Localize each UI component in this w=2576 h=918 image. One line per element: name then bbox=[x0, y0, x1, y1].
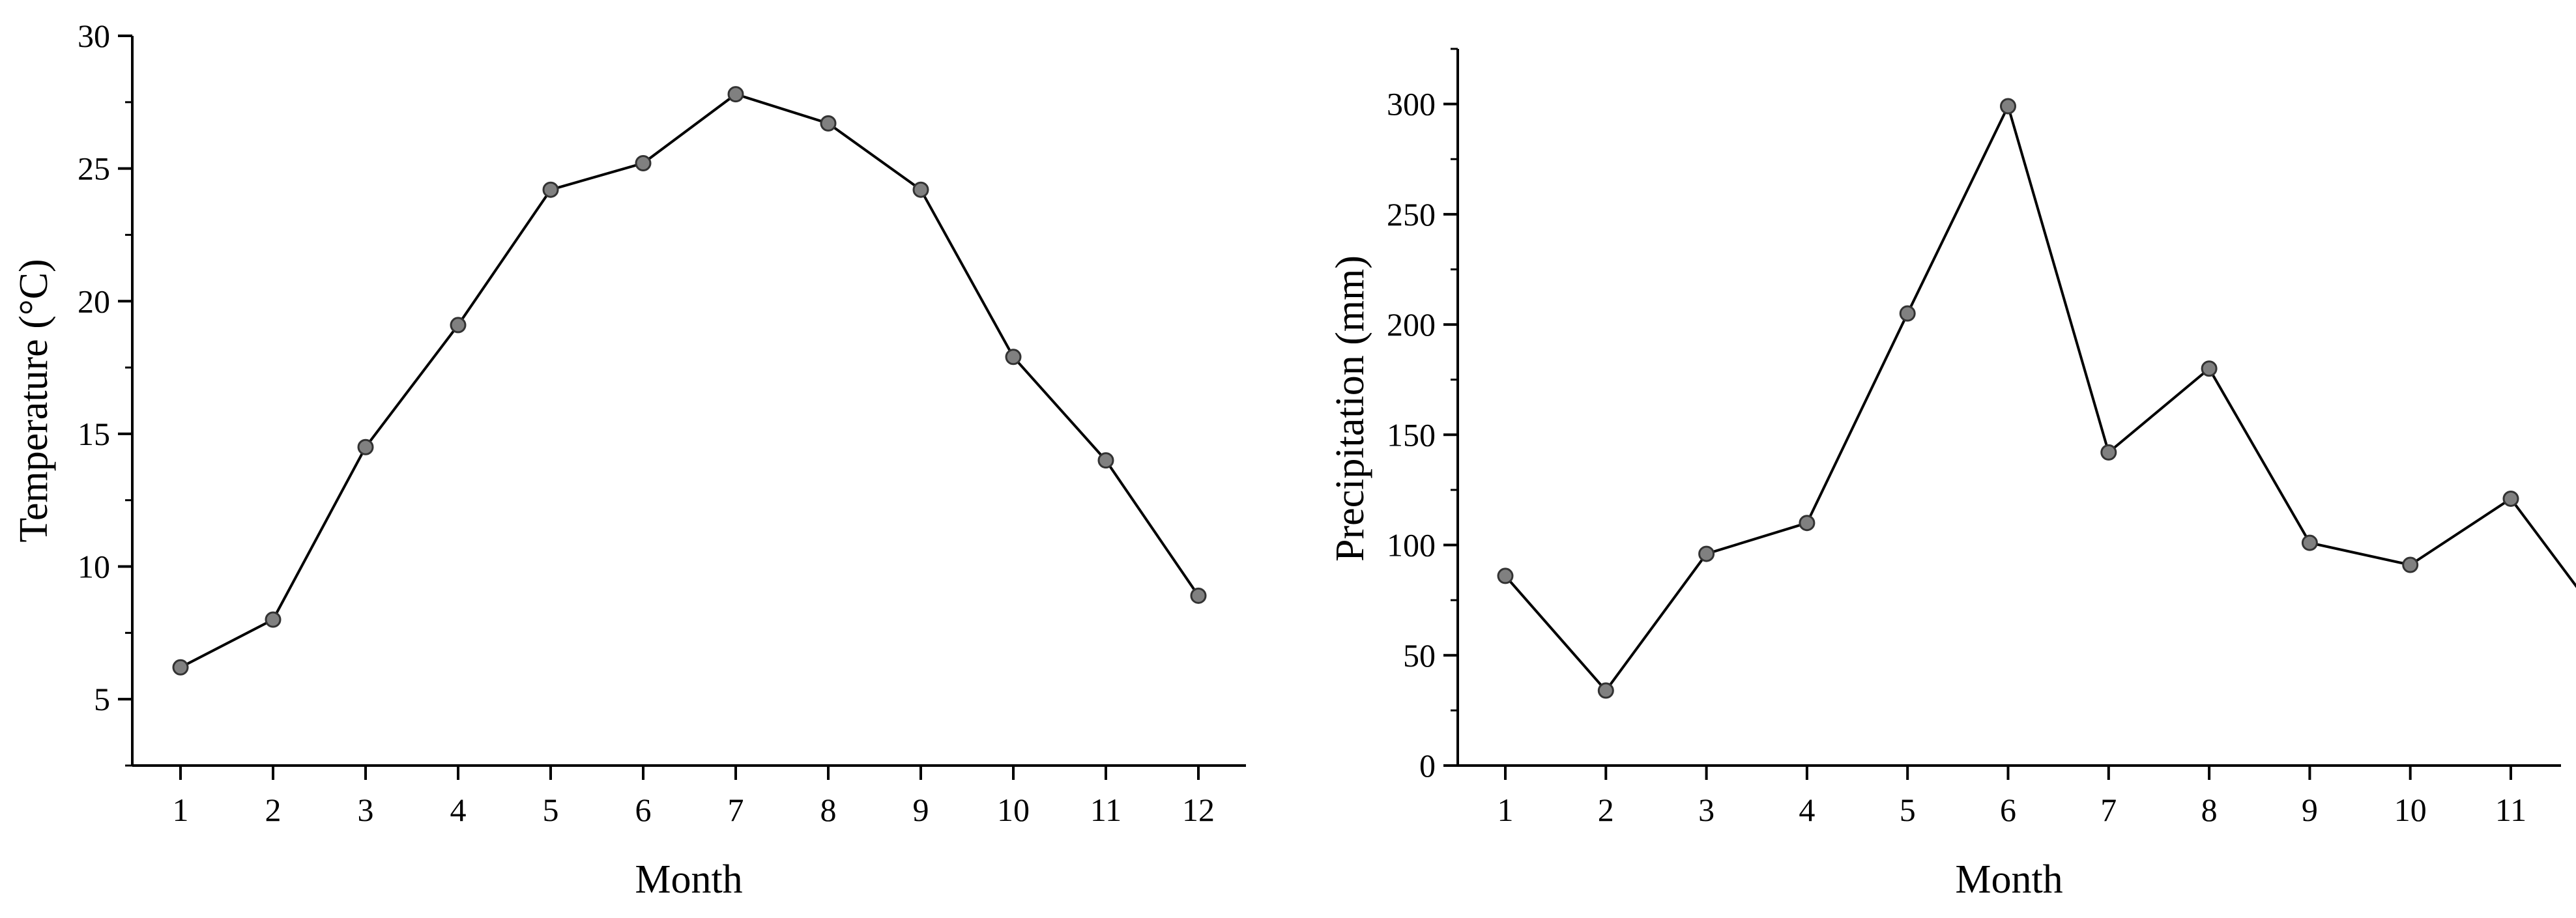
x-tick-label: 2 bbox=[265, 792, 282, 828]
precipitation-y-ticks: 0 50 100 150 200 250 300 bbox=[1387, 48, 1458, 784]
data-point bbox=[2201, 360, 2218, 377]
x-tick-label: 1 bbox=[173, 792, 189, 828]
series-line bbox=[180, 93, 1200, 669]
y-tick-label: 100 bbox=[1387, 527, 1436, 564]
y-tick-label: 10 bbox=[78, 549, 110, 585]
data-point bbox=[1190, 587, 1207, 604]
data-point bbox=[1097, 452, 1114, 469]
x-tick-label: 4 bbox=[450, 792, 467, 828]
y-tick-label: 200 bbox=[1387, 306, 1436, 343]
x-tick-label: 9 bbox=[2302, 792, 2318, 828]
x-tick-label: 9 bbox=[913, 792, 929, 828]
data-point bbox=[2000, 98, 2016, 115]
x-tick-label: 8 bbox=[2201, 792, 2218, 828]
x-tick-label: 10 bbox=[997, 792, 1030, 828]
data-point bbox=[2502, 490, 2519, 507]
data-point bbox=[820, 115, 837, 132]
x-tick-label: 7 bbox=[728, 792, 744, 828]
data-point bbox=[912, 181, 929, 198]
y-tick-label: 150 bbox=[1387, 416, 1436, 453]
data-point bbox=[357, 438, 374, 455]
x-tick-label: 5 bbox=[1900, 792, 1916, 828]
x-tick-label: 1 bbox=[1498, 792, 1514, 828]
x-tick-label: 5 bbox=[543, 792, 559, 828]
precipitation-series bbox=[1497, 98, 2576, 699]
x-tick-label: 3 bbox=[1698, 792, 1715, 828]
y-tick-label: 300 bbox=[1387, 86, 1436, 122]
series-line bbox=[1504, 105, 2576, 692]
y-tick-label: 20 bbox=[78, 283, 110, 319]
x-tick-label: 2 bbox=[1598, 792, 1614, 828]
y-tick-label: 50 bbox=[1403, 637, 1436, 674]
data-point bbox=[2100, 444, 2117, 461]
x-tick-label: 11 bbox=[2495, 792, 2526, 828]
data-point bbox=[2301, 534, 2318, 551]
data-point bbox=[635, 154, 652, 171]
temperature-x-ticks: 1 2 3 4 5 6 7 8 9 10 11 12 bbox=[173, 766, 1215, 828]
temperature-axes bbox=[131, 36, 1246, 767]
x-tick-label: 6 bbox=[2000, 792, 2016, 828]
data-point bbox=[542, 181, 559, 198]
data-point bbox=[727, 86, 744, 103]
data-point bbox=[1005, 349, 1022, 366]
data-point bbox=[2402, 556, 2419, 573]
x-tick-label: 12 bbox=[1182, 792, 1215, 828]
data-point bbox=[1597, 682, 1614, 699]
x-axis-title: Month bbox=[1955, 857, 2062, 902]
precipitation-axes bbox=[1456, 49, 2561, 767]
y-tick-label: 0 bbox=[1419, 747, 1436, 784]
y-tick-label: 25 bbox=[78, 151, 110, 187]
x-axis-title: Month bbox=[635, 857, 742, 902]
data-point bbox=[265, 611, 282, 628]
data-point bbox=[172, 659, 189, 676]
y-axis-title: Temperature (°C) bbox=[12, 259, 56, 542]
y-tick-label: 30 bbox=[78, 18, 110, 54]
temperature-y-ticks: 5 10 15 20 25 30 bbox=[78, 18, 132, 767]
y-axis-title: Precipitation (mm) bbox=[1328, 255, 1372, 562]
x-tick-label: 7 bbox=[2100, 792, 2117, 828]
y-tick-label: 250 bbox=[1387, 196, 1436, 233]
x-tick-label: 3 bbox=[358, 792, 374, 828]
x-tick-label: 4 bbox=[1799, 792, 1815, 828]
temperature-series bbox=[172, 86, 1207, 676]
x-tick-label: 8 bbox=[820, 792, 837, 828]
y-tick-label: 5 bbox=[94, 681, 110, 717]
x-tick-label: 10 bbox=[2394, 792, 2427, 828]
data-point bbox=[1899, 305, 1916, 322]
x-tick-label: 6 bbox=[635, 792, 652, 828]
data-point bbox=[1698, 545, 1715, 562]
data-point bbox=[1799, 515, 1816, 532]
data-point bbox=[450, 317, 467, 334]
y-tick-label: 15 bbox=[78, 416, 110, 452]
data-point bbox=[1497, 567, 1514, 584]
x-tick-label: 11 bbox=[1090, 792, 1122, 828]
